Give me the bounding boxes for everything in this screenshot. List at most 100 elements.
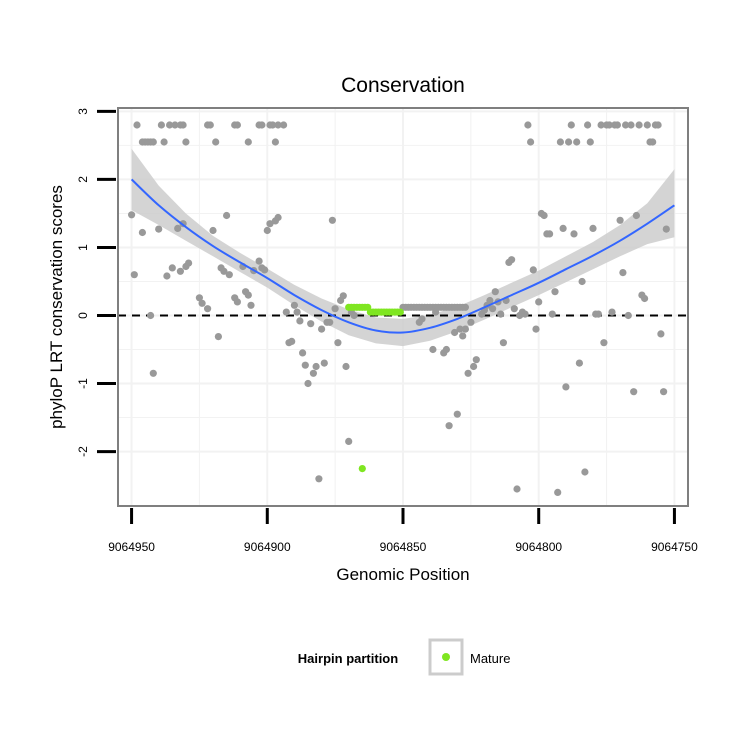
data-point bbox=[464, 369, 472, 377]
data-point bbox=[274, 213, 282, 222]
data-point bbox=[559, 224, 567, 232]
data-point bbox=[442, 345, 450, 354]
data-point bbox=[622, 121, 630, 129]
data-point bbox=[307, 320, 315, 328]
data-point bbox=[418, 315, 426, 323]
data-point bbox=[453, 410, 461, 418]
data-point bbox=[293, 308, 301, 316]
data-point bbox=[176, 267, 184, 275]
x-tick-label: 9064850 bbox=[380, 540, 427, 554]
data-point bbox=[535, 298, 543, 306]
data-point bbox=[282, 308, 290, 316]
data-point bbox=[339, 292, 347, 300]
data-point bbox=[578, 277, 586, 286]
data-point bbox=[225, 271, 233, 279]
data-point bbox=[328, 216, 336, 224]
data-point bbox=[527, 138, 535, 146]
data-point bbox=[567, 121, 575, 129]
data-point bbox=[521, 310, 529, 318]
data-point bbox=[432, 308, 440, 316]
data-point bbox=[179, 121, 187, 129]
data-point bbox=[554, 488, 562, 496]
data-point bbox=[160, 138, 168, 146]
data-point bbox=[459, 332, 467, 340]
data-point bbox=[619, 269, 627, 277]
data-point bbox=[570, 230, 578, 238]
data-point bbox=[244, 138, 252, 146]
data-point bbox=[263, 226, 271, 235]
data-point bbox=[654, 121, 662, 129]
data-point bbox=[529, 266, 537, 274]
data-point bbox=[247, 301, 255, 309]
data-point bbox=[166, 121, 174, 129]
x-tick-label: 9064800 bbox=[515, 540, 562, 554]
data-point bbox=[556, 138, 565, 146]
mature-point bbox=[358, 465, 366, 473]
data-point bbox=[266, 220, 274, 228]
data-point bbox=[157, 121, 165, 129]
data-point bbox=[586, 138, 594, 146]
mature-point bbox=[396, 308, 404, 316]
data-point bbox=[589, 224, 597, 232]
data-point bbox=[233, 121, 241, 129]
data-point bbox=[472, 356, 480, 364]
data-point bbox=[641, 294, 649, 303]
data-point bbox=[581, 468, 589, 476]
data-point bbox=[600, 339, 608, 347]
x-axis: 9064950 9064900 9064850 9064800 9064750 bbox=[108, 508, 698, 554]
data-point bbox=[451, 328, 459, 337]
data-point bbox=[627, 121, 635, 129]
data-point bbox=[605, 121, 613, 129]
data-point bbox=[499, 339, 507, 347]
data-point bbox=[491, 288, 499, 296]
data-point bbox=[608, 308, 616, 316]
x-axis-title: Genomic Position bbox=[336, 565, 469, 584]
legend-label-mature: Mature bbox=[470, 651, 510, 666]
data-point bbox=[467, 318, 475, 326]
data-point bbox=[584, 121, 592, 129]
y-tick-label: 1 bbox=[76, 244, 90, 251]
data-point bbox=[195, 294, 203, 302]
x-tick-label: 9064950 bbox=[108, 540, 155, 554]
data-point bbox=[624, 311, 632, 320]
y-tick-label: 0 bbox=[76, 312, 90, 319]
data-point bbox=[209, 226, 217, 235]
data-point bbox=[280, 121, 288, 129]
data-point bbox=[212, 138, 220, 146]
data-point bbox=[255, 257, 263, 265]
x-tick-label: 9064750 bbox=[651, 540, 698, 554]
data-point bbox=[649, 138, 657, 146]
x-tick-label: 9064900 bbox=[244, 540, 291, 554]
data-point bbox=[573, 138, 581, 146]
data-point bbox=[309, 369, 317, 377]
data-point bbox=[290, 301, 298, 309]
data-point bbox=[565, 138, 573, 146]
data-point bbox=[334, 339, 342, 347]
data-point bbox=[130, 271, 138, 279]
data-point bbox=[128, 211, 136, 219]
data-point bbox=[470, 362, 478, 371]
data-point bbox=[258, 121, 266, 129]
data-point bbox=[301, 361, 309, 369]
points-layer bbox=[128, 121, 670, 496]
data-point bbox=[657, 330, 665, 338]
data-point bbox=[168, 264, 176, 272]
data-point bbox=[540, 211, 548, 220]
data-point bbox=[315, 475, 323, 483]
data-point bbox=[551, 288, 559, 296]
data-point bbox=[635, 121, 643, 129]
data-point bbox=[288, 337, 296, 345]
data-point bbox=[548, 310, 556, 318]
data-point bbox=[660, 388, 668, 396]
y-tick-label: 2 bbox=[76, 176, 90, 183]
legend-title: Hairpin partition bbox=[298, 651, 398, 666]
data-point bbox=[299, 349, 307, 357]
data-point bbox=[138, 228, 146, 237]
data-point bbox=[429, 345, 437, 354]
data-point bbox=[486, 296, 494, 305]
y-tick-label: -1 bbox=[76, 378, 90, 389]
data-point bbox=[233, 298, 241, 306]
chart-title: Conservation bbox=[341, 74, 465, 97]
data-point bbox=[508, 256, 516, 264]
data-point bbox=[149, 369, 157, 377]
